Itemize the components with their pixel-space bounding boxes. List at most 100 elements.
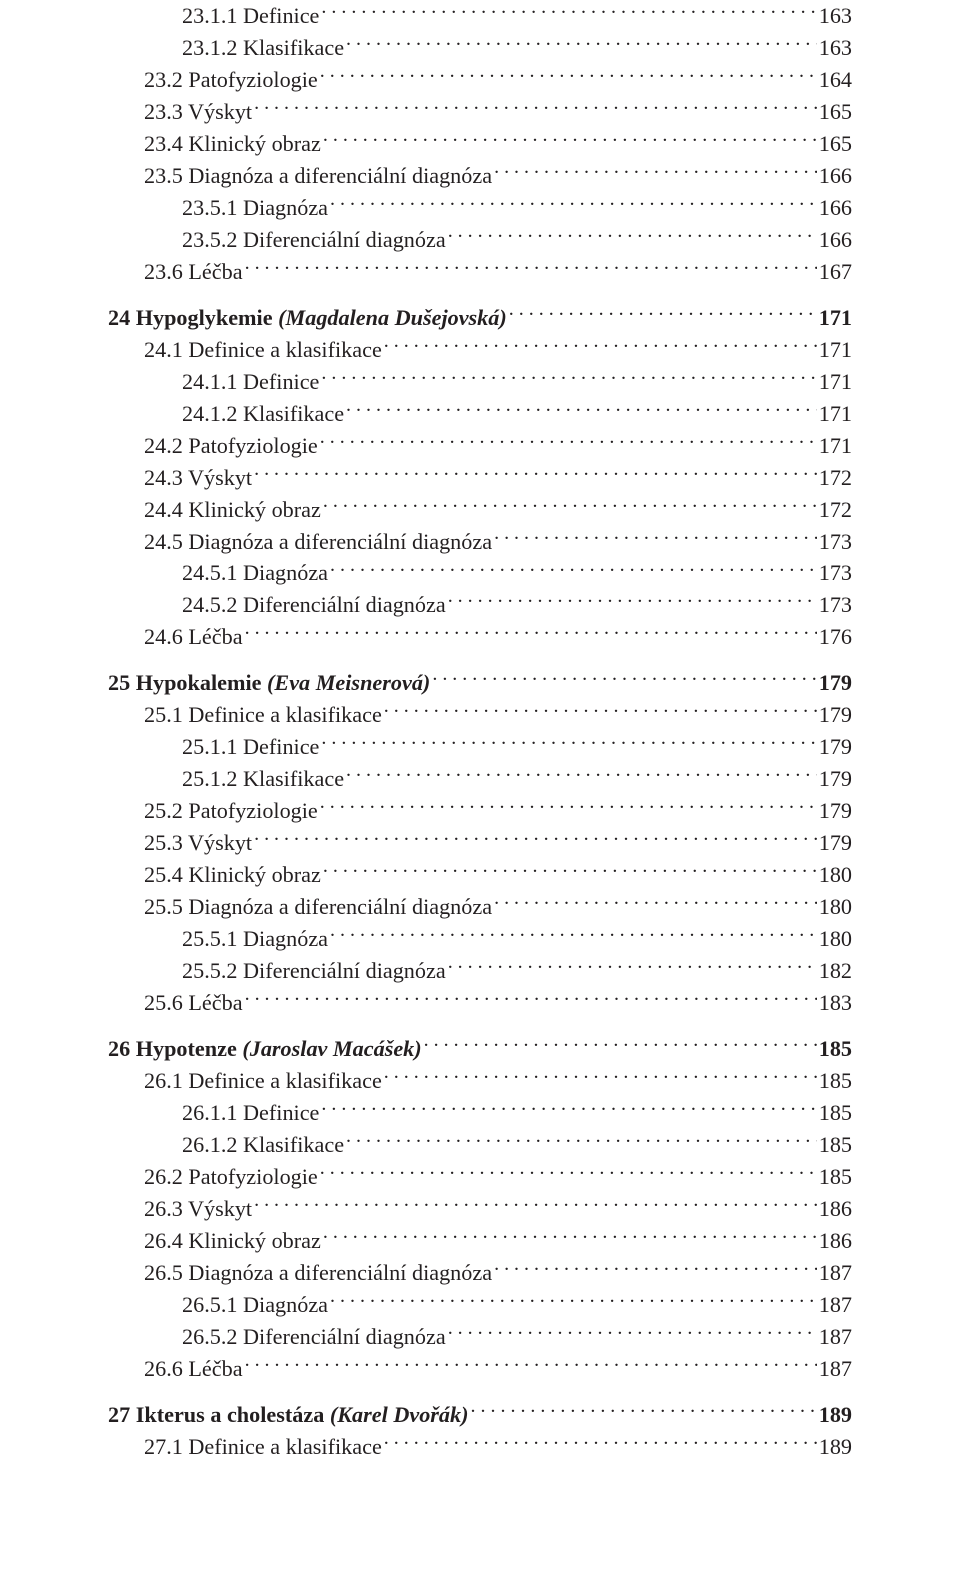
- toc-entry-label: 27 Ikterus a cholestáza (Karel Dvořák): [108, 1399, 469, 1431]
- toc-entry-page: 164: [819, 64, 852, 96]
- toc-entry: 23.5.2 Diferenciální diagnóza166: [108, 224, 852, 256]
- toc-entry-label: 24.4 Klinický obraz: [144, 494, 321, 526]
- toc-leader-dots: [346, 764, 817, 786]
- toc-entry: 26.5.2 Diferenciální diagnóza187: [108, 1321, 852, 1353]
- toc-page: 23.1.1 Definice16323.1.2 Klasifikace1632…: [0, 0, 960, 1595]
- toc-entry-page: 171: [819, 334, 852, 366]
- toc-entry-label: 25.4 Klinický obraz: [144, 859, 321, 891]
- toc-leader-dots: [245, 257, 817, 279]
- toc-entry: 23.5.1 Diagnóza 166: [108, 192, 852, 224]
- toc-leader-dots: [320, 65, 817, 87]
- toc-leader-dots: [330, 924, 817, 946]
- toc-leader-dots: [448, 225, 817, 247]
- toc-entry: 24.1.1 Definice171: [108, 366, 852, 398]
- toc-entry-label: 26.1.1 Definice: [182, 1097, 319, 1129]
- toc-entry-label: 24.6 Léčba: [144, 621, 243, 653]
- toc-leader-dots: [245, 1354, 817, 1376]
- toc-leader-dots: [254, 97, 817, 119]
- toc-entry-label: 25.1 Definice a klasifikace: [144, 699, 382, 731]
- toc-entry-label: 23.5 Diagnóza a diferenciální diagnóza: [144, 160, 492, 192]
- toc-entry: 24.5.1 Diagnóza173: [108, 557, 852, 589]
- toc-entry-page: 179: [819, 763, 852, 795]
- toc-entry: 26.1 Definice a klasifikace185: [108, 1065, 852, 1097]
- toc-entry-page: 176: [819, 621, 852, 653]
- toc-entry-page: 185: [819, 1065, 852, 1097]
- toc-entry-page: 171: [819, 430, 852, 462]
- toc-leader-dots: [384, 700, 817, 722]
- toc-leader-dots: [384, 1066, 817, 1088]
- toc-leader-dots: [254, 828, 817, 850]
- toc-entry-label: 27.1 Definice a klasifikace: [144, 1431, 382, 1463]
- toc-entry-label: 26.3 Výskyt: [144, 1193, 252, 1225]
- toc-entry-page: 179: [819, 699, 852, 731]
- toc-entry-label: 24.1.2 Klasifikace: [182, 398, 344, 430]
- toc-entry-page: 180: [819, 923, 852, 955]
- toc-entry-label: 25.1.2 Klasifikace: [182, 763, 344, 795]
- toc-entry-page: 179: [819, 731, 852, 763]
- toc-entry-label: 26 Hypotenze (Jaroslav Macášek): [108, 1033, 422, 1065]
- toc-entry-label: 24.1.1 Definice: [182, 366, 319, 398]
- toc-leader-dots: [448, 956, 817, 978]
- toc-entry-label: 24.5.2 Diferenciální diagnóza: [182, 589, 446, 621]
- toc-entry-label: 24.1 Definice a klasifikace: [144, 334, 382, 366]
- toc-entry-page: 186: [819, 1193, 852, 1225]
- toc-entry-page: 180: [819, 859, 852, 891]
- toc-leader-dots: [330, 558, 817, 580]
- toc-leader-dots: [346, 398, 817, 420]
- toc-entry-page: 187: [819, 1289, 852, 1321]
- toc-entry-page: 189: [819, 1399, 852, 1431]
- toc-entry-page: 179: [819, 795, 852, 827]
- toc-entry-page: 185: [819, 1097, 852, 1129]
- toc-entry-label: 26.5 Diagnóza a diferenciální diagnóza: [144, 1257, 492, 1289]
- toc-entry-label: 24 Hypoglykemie (Magdalena Dušejovská): [108, 302, 507, 334]
- toc-leader-dots: [321, 1098, 816, 1120]
- toc-leader-dots: [321, 732, 816, 754]
- toc-entry: 24.1.2 Klasifikace171: [108, 398, 852, 430]
- toc-leader-dots: [509, 303, 817, 325]
- toc-entry-page: 189: [819, 1431, 852, 1463]
- toc-entry: 24.1 Definice a klasifikace 171: [108, 334, 852, 366]
- toc-leader-dots: [448, 590, 817, 612]
- toc-entry: 23.3 Výskyt165: [108, 96, 852, 128]
- toc-entry: 26.1.1 Definice 185: [108, 1097, 852, 1129]
- toc-entry-label: 25.2 Patofyziologie: [144, 795, 318, 827]
- toc-entry-label: 23.5.2 Diferenciální diagnóza: [182, 224, 446, 256]
- toc-entry: 25.1.2 Klasifikace 179: [108, 763, 852, 795]
- toc-leader-dots: [320, 1162, 817, 1184]
- toc-entry-page: 186: [819, 1225, 852, 1257]
- toc-entry: 23.2 Patofyziologie 164: [108, 64, 852, 96]
- toc-leader-dots: [323, 494, 817, 516]
- toc-entry: 23.5 Diagnóza a diferenciální diagnóza 16…: [108, 160, 852, 192]
- toc-entry-page: 187: [819, 1257, 852, 1289]
- toc-entry-page: 180: [819, 891, 852, 923]
- toc-entry: 24 Hypoglykemie (Magdalena Dušejovská) 1…: [108, 302, 852, 334]
- toc-entry-page: 166: [819, 192, 852, 224]
- toc-entry-page: 172: [819, 462, 852, 494]
- toc-leader-dots: [330, 1290, 817, 1312]
- toc-leader-dots: [432, 668, 816, 690]
- toc-entry-page: 182: [819, 955, 852, 987]
- toc-entry: 23.1.2 Klasifikace163: [108, 32, 852, 64]
- toc-leader-dots: [494, 1258, 817, 1280]
- toc-entry-label: 23.5.1 Diagnóza: [182, 192, 328, 224]
- toc-leader-dots: [471, 1400, 817, 1422]
- toc-entry-label: 25.5 Diagnóza a diferenciální diagnóza: [144, 891, 492, 923]
- toc-entry-page: 173: [819, 557, 852, 589]
- toc-entry-page: 165: [819, 128, 852, 160]
- toc-entry: 24.6 Léčba 176: [108, 621, 852, 653]
- toc-entry-label-text: 27 Ikterus a cholestáza: [108, 1402, 330, 1427]
- toc-entry: 25.6 Léčba183: [108, 987, 852, 1019]
- toc-entry-label: 23.2 Patofyziologie: [144, 64, 318, 96]
- toc-leader-dots: [346, 1130, 817, 1152]
- toc-entry-label: 25.5.1 Diagnóza: [182, 923, 328, 955]
- toc-leader-dots: [323, 1226, 817, 1248]
- toc-leader-dots: [254, 1194, 817, 1216]
- toc-entry-author: (Eva Meisnerová): [267, 670, 430, 695]
- toc-entry: 24.4 Klinický obraz172: [108, 494, 852, 526]
- toc-entry-label: 26.1.2 Klasifikace: [182, 1129, 344, 1161]
- toc-entry: 25.2 Patofyziologie 179: [108, 795, 852, 827]
- toc-entry-label: 26.5.1 Diagnóza: [182, 1289, 328, 1321]
- toc-entry-page: 166: [819, 160, 852, 192]
- toc-entry-page: 173: [819, 589, 852, 621]
- toc-entry: 27 Ikterus a cholestáza (Karel Dvořák) 1…: [108, 1399, 852, 1431]
